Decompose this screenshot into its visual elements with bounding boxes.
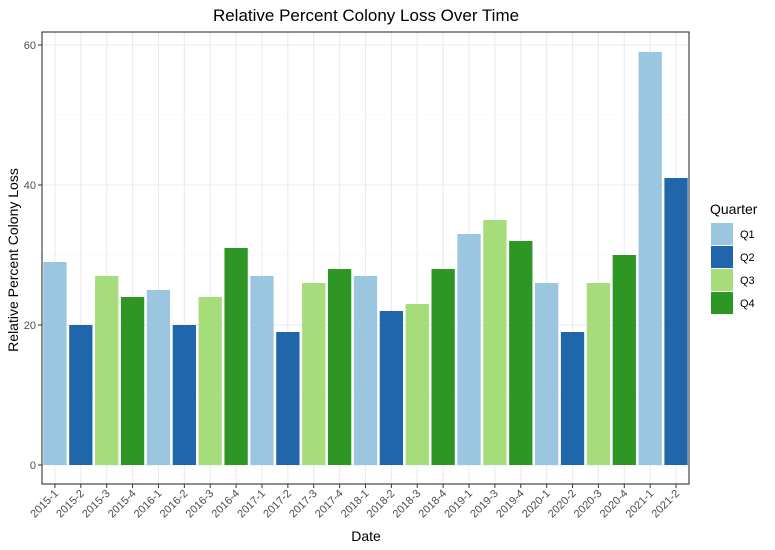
bar-2016-4 [224, 248, 248, 465]
bar-2020-2 [560, 332, 585, 465]
x-tick-label: 2018-1 [339, 488, 372, 521]
bar-2019-1 [457, 234, 481, 465]
x-tick-label: 2018-2 [365, 488, 398, 521]
bar-2017-1 [250, 276, 274, 465]
legend-label-Q4: Q4 [740, 298, 755, 310]
bar-2016-3 [198, 297, 222, 465]
x-tick-label: 2015-3 [80, 488, 113, 521]
bar-2017-2 [276, 332, 300, 465]
legend-key-Q2 [711, 246, 733, 268]
x-tick-label: 2017-2 [261, 488, 294, 521]
x-tick-label: 2019-3 [468, 488, 501, 521]
x-tick-label: 2017-3 [287, 488, 320, 521]
legend-label-Q3: Q3 [740, 275, 755, 287]
bar-2019-4 [509, 241, 533, 465]
bar-2021-2 [664, 178, 688, 465]
x-tick-label: 2016-3 [184, 488, 217, 521]
y-tick-label: 20 [24, 320, 36, 332]
bar-2016-1 [146, 290, 171, 465]
bar-2021-1 [638, 52, 662, 465]
x-tick-label: 2018-3 [391, 488, 424, 521]
bar-2018-1 [353, 276, 378, 465]
legend-label-Q2: Q2 [740, 252, 755, 264]
x-tick-label: 2015-1 [28, 488, 61, 521]
bar-2015-1 [43, 262, 67, 465]
legend-label-Q1: Q1 [740, 229, 755, 241]
y-tick-label: 60 [24, 40, 36, 52]
bar-2015-2 [69, 325, 93, 465]
x-axis-label: Date [351, 528, 381, 544]
x-tick-label: 2019-1 [442, 488, 475, 521]
x-tick-label: 2016-1 [132, 488, 165, 521]
x-tick-label: 2017-4 [313, 488, 346, 521]
x-tick-label: 2017-1 [235, 488, 268, 521]
x-tick-label: 2021-1 [624, 488, 657, 521]
legend-key-Q1 [711, 223, 733, 245]
legend-key-Q3 [711, 269, 733, 291]
x-tick-label: 2018-4 [417, 488, 450, 521]
bar-2020-4 [612, 255, 636, 465]
x-tick-label: 2020-3 [572, 488, 605, 521]
legend-key-Q4 [711, 292, 733, 314]
x-tick-label: 2020-2 [546, 488, 579, 521]
legend-title: Quarter [710, 201, 758, 217]
x-tick-label: 2015-2 [54, 488, 87, 521]
bar-2020-1 [535, 283, 559, 465]
x-tick-label: 2019-4 [494, 488, 527, 521]
bar-2016-2 [172, 325, 196, 465]
bar-2018-3 [405, 304, 429, 465]
bar-2017-3 [302, 283, 326, 465]
bar-2018-4 [431, 269, 455, 465]
bar-2019-3 [483, 220, 507, 465]
y-tick-label: 0 [30, 460, 36, 472]
x-tick-label: 2020-4 [598, 488, 631, 521]
x-tick-label: 2021-2 [649, 488, 682, 521]
x-tick-label: 2016-2 [158, 488, 191, 521]
plot-area: 02040602015-12015-22015-32015-42016-1201… [24, 31, 690, 521]
bar-2020-3 [586, 283, 611, 465]
bar-2017-4 [327, 269, 352, 465]
chart-title: Relative Percent Colony Loss Over Time [213, 6, 519, 25]
x-tick-label: 2015-4 [106, 488, 139, 521]
y-axis-label: Relative Percent Colony Loss [5, 168, 21, 352]
x-tick-label: 2020-1 [520, 488, 553, 521]
bar-2015-4 [120, 297, 145, 465]
legend: Quarter Q1 Q2 Q3 Q4 [710, 201, 758, 314]
x-tick-label: 2016-4 [210, 488, 243, 521]
bar-2015-3 [95, 276, 119, 465]
y-tick-label: 40 [24, 180, 36, 192]
bar-2018-2 [379, 311, 404, 465]
